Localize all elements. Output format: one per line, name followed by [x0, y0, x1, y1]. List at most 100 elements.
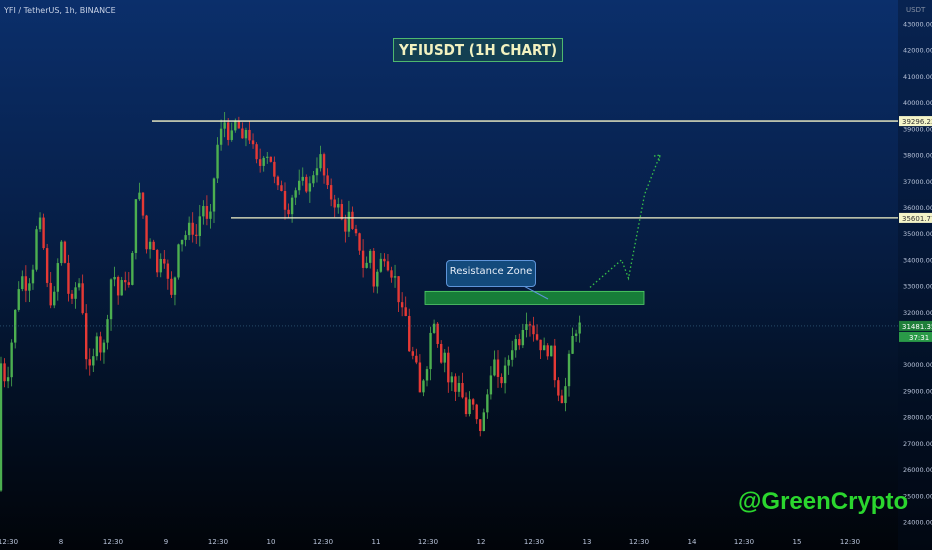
candle-body [369, 250, 372, 263]
candle-body [99, 336, 102, 353]
candle-body [429, 332, 432, 370]
candle-body [230, 130, 233, 140]
time-axis: 12:30 8 12:30 9 12:30 10 12:30 11 12:30 12 12:30 13… [0, 538, 860, 546]
time-tick-label: 12:30 [0, 538, 18, 546]
candle-body [191, 222, 194, 235]
level-price-label: 39296.23 [902, 118, 932, 126]
candle-body [102, 342, 106, 353]
candle-body [134, 199, 138, 253]
candle-body [163, 258, 166, 264]
candle-body [390, 270, 393, 278]
candle-body [514, 339, 517, 351]
candle-body [269, 156, 272, 162]
chart-title-box: YFIUSDT (1H CHART) [393, 38, 564, 62]
candle-body [535, 334, 539, 340]
price-tick-label: 36000.00 [903, 204, 932, 212]
candle-body [212, 178, 216, 212]
candle-body [70, 293, 74, 299]
candle-body [202, 206, 205, 217]
candle-body [244, 129, 248, 139]
candle-body [365, 262, 368, 268]
candle-body [124, 280, 127, 283]
candle-body [24, 276, 28, 291]
price-tick-label: 26000.00 [903, 466, 932, 474]
price-tick-label: 40000.00 [903, 99, 932, 107]
candle-body [447, 352, 450, 383]
price-tick-label: 35000.00 [903, 230, 932, 238]
projection-path [589, 154, 661, 288]
candle-body [500, 376, 503, 384]
candle-body [81, 283, 84, 314]
candle-body [322, 154, 326, 176]
projection-layer [589, 154, 661, 288]
time-tick-label: 12:30 [734, 538, 754, 546]
candle-body [564, 386, 567, 404]
time-tick-label: 12:30 [418, 538, 438, 546]
candle-body [283, 191, 287, 210]
price-tick-label: 24000.00 [903, 519, 932, 527]
candle-body [425, 369, 429, 381]
candle-body [450, 376, 454, 383]
candle-body [152, 241, 155, 250]
candle-body [227, 122, 230, 140]
candle-body [493, 359, 496, 376]
candle-body [301, 176, 304, 181]
watermark-text: @GreenCrypto [738, 488, 909, 515]
price-tick-label: 29000.00 [903, 387, 932, 395]
candle-body [138, 192, 141, 200]
candle-body [400, 302, 404, 308]
price-tick-label: 42000.00 [903, 47, 932, 55]
time-tick-label: 11 [372, 538, 381, 546]
current-price-tag [899, 320, 932, 331]
candle-body [38, 217, 42, 230]
candle-body [486, 394, 489, 413]
candle-body [337, 204, 340, 208]
candle-body [326, 175, 329, 186]
candle-body [528, 324, 532, 326]
candle-body [35, 229, 38, 270]
candle-body [567, 353, 571, 387]
symbol-label[interactable]: YFI / TetherUS, 1h, BINANCE [4, 6, 116, 15]
price-tick-label: 25000.00 [903, 492, 932, 500]
time-tick-label: 9 [164, 538, 168, 546]
candle-body [180, 239, 184, 245]
candle-body [333, 199, 336, 208]
level-price-label: 35601.77 [902, 215, 932, 223]
candle-body [205, 206, 209, 219]
time-tick-label: 12:30 [313, 538, 333, 546]
candle-body [404, 307, 407, 316]
candle-body [393, 276, 397, 278]
candle-body [489, 375, 493, 395]
price-tick-label: 27000.00 [903, 440, 932, 448]
candle-body [262, 157, 265, 166]
candle-body [542, 345, 546, 351]
candle-body [109, 279, 113, 320]
candle-body [411, 351, 414, 356]
candle-body [376, 271, 379, 287]
price-axis: 24000.00 25000.00 26000.00 27000.00 28000.00… [898, 0, 932, 550]
candle-body [31, 269, 35, 284]
time-tick-label: 13 [583, 538, 592, 546]
candle-body [443, 352, 446, 363]
candle-body [49, 282, 52, 306]
time-tick-label: 12:30 [208, 538, 228, 546]
resistance-zone-layer [424, 283, 645, 305]
candle-body [471, 399, 475, 405]
candle-body [60, 241, 63, 264]
candle-body [383, 258, 386, 262]
candle-body [106, 319, 109, 343]
price-axis-bg [898, 0, 932, 550]
candle-body [319, 154, 322, 169]
candle-body [195, 234, 198, 236]
price-tick-label: 30000.00 [903, 361, 932, 369]
candle-body [358, 233, 361, 251]
candle-body [479, 419, 482, 431]
candle-body [553, 345, 556, 381]
price-tick-label: 41000.00 [903, 73, 932, 81]
candle-body [578, 322, 581, 334]
candle-body [74, 287, 77, 299]
countdown-tag [899, 331, 932, 342]
candle-body [340, 204, 343, 220]
candle-body [457, 383, 461, 392]
